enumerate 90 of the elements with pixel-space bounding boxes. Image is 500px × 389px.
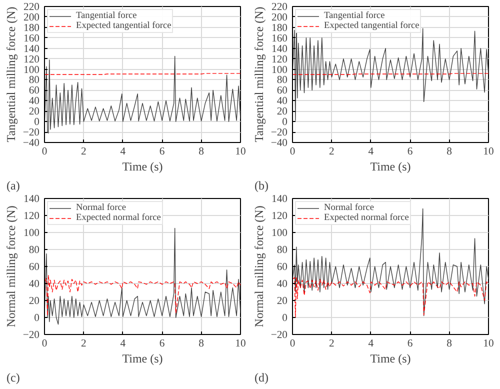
y-tick-label: 140 xyxy=(272,194,288,205)
y-tick-label: 120 xyxy=(24,211,40,222)
y-tick-label: 140 xyxy=(24,44,40,55)
y-tick-label: 0 xyxy=(282,313,288,324)
y-tick-label: 200 xyxy=(272,12,288,24)
x-tick-label: 8 xyxy=(446,146,452,158)
text: (a) xyxy=(6,178,20,192)
x-axis-title: Time (s) xyxy=(370,352,411,366)
y-tick-label: 40 xyxy=(276,96,288,108)
y-tick-label: 20 xyxy=(276,296,288,307)
y-tick-label: 20 xyxy=(28,296,40,307)
x-tick-label: 8 xyxy=(198,146,204,158)
x-tick-label: 8 xyxy=(198,338,204,350)
y-tick-label: 180 xyxy=(272,22,288,34)
y-tick-label: 220 xyxy=(24,2,40,13)
y-tick-label: 40 xyxy=(28,96,40,108)
y-tick-label: 60 xyxy=(276,262,288,273)
x-tick-label: 2 xyxy=(81,338,86,350)
y-tick-label: 100 xyxy=(24,228,40,239)
y-tick-label: 0 xyxy=(34,117,40,128)
text: (d) xyxy=(254,370,268,384)
y-tick-label: 80 xyxy=(276,75,288,86)
legend-label: Expected tangential force xyxy=(324,21,420,31)
y-tick-label: 60 xyxy=(28,86,40,97)
y-tick-label: −40 xyxy=(22,138,40,149)
y-tick-label: 140 xyxy=(272,44,288,55)
x-tick-label: 2 xyxy=(329,338,334,350)
y-tick-label: 100 xyxy=(24,64,40,76)
x-tick-label: 0 xyxy=(42,146,48,158)
x-tick-label: 0 xyxy=(290,338,296,350)
x-tick-label: 10 xyxy=(235,338,246,350)
y-tick-label: 80 xyxy=(28,75,40,86)
x-axis-title: Time (s) xyxy=(122,352,163,366)
x-axis-title: Time (s) xyxy=(122,160,163,174)
x-tick-label: 6 xyxy=(159,146,166,158)
y-tick-label: 140 xyxy=(24,194,40,205)
y-tick-label: −20 xyxy=(22,128,40,139)
y-tick-label: 0 xyxy=(34,313,40,324)
x-tick-label: 0 xyxy=(290,146,296,158)
y-tick-label: 20 xyxy=(28,106,40,118)
y-tick-label: 80 xyxy=(28,245,40,256)
legend-label: Normal force xyxy=(76,203,126,213)
y-tick-label: 180 xyxy=(24,22,40,34)
x-axis-title: Time (s) xyxy=(370,160,411,174)
x-tick-label: 10 xyxy=(235,146,246,158)
legend-label: Expected normal force xyxy=(324,213,409,223)
y-tick-label: 120 xyxy=(272,54,288,66)
y-axis-title: Tangential milling force (N) xyxy=(252,6,266,142)
y-tick-label: 60 xyxy=(276,86,288,97)
y-tick-label: −20 xyxy=(270,330,288,341)
y-tick-label: 200 xyxy=(24,12,40,24)
legend-label: Expected tangential force xyxy=(76,21,172,31)
y-tick-label: 40 xyxy=(28,279,40,290)
x-tick-label: 2 xyxy=(81,146,86,158)
y-tick-label: 80 xyxy=(276,245,288,256)
y-tick-label: 0 xyxy=(282,117,288,128)
y-tick-label: 160 xyxy=(272,33,288,44)
x-tick-label: 8 xyxy=(446,338,452,350)
legend-label: Normal force xyxy=(324,203,374,213)
x-tick-label: 4 xyxy=(120,338,126,350)
y-axis-title: Normal milling force (N) xyxy=(252,206,266,328)
y-tick-label: −20 xyxy=(22,330,40,341)
x-tick-label: 4 xyxy=(368,338,374,350)
legend-label: Expected normal force xyxy=(76,213,161,223)
x-tick-label: 6 xyxy=(159,338,166,350)
y-tick-label: −40 xyxy=(270,138,288,149)
y-tick-label: 120 xyxy=(272,211,288,222)
y-tick-label: 160 xyxy=(24,33,40,44)
y-tick-label: 60 xyxy=(28,262,40,273)
legend-label: Tangential force xyxy=(324,11,385,21)
y-axis-title: Tangential milling force (N) xyxy=(4,6,18,142)
y-tick-label: 100 xyxy=(272,64,288,76)
legend-label: Tangential force xyxy=(76,11,137,21)
text: (c) xyxy=(6,370,20,384)
x-tick-label: 0 xyxy=(42,338,48,350)
x-tick-label: 6 xyxy=(407,146,414,158)
x-tick-label: 10 xyxy=(483,146,494,158)
x-tick-label: 10 xyxy=(483,338,494,350)
x-tick-label: 2 xyxy=(329,146,334,158)
y-tick-label: 20 xyxy=(276,106,288,118)
x-tick-label: 4 xyxy=(368,146,374,158)
y-tick-label: −20 xyxy=(270,128,288,139)
y-tick-label: 120 xyxy=(24,54,40,66)
y-tick-label: 40 xyxy=(276,279,288,290)
y-tick-label: 100 xyxy=(272,228,288,239)
text: (b) xyxy=(254,178,268,192)
y-axis-title: Normal milling force (N) xyxy=(4,206,18,328)
x-tick-label: 4 xyxy=(120,146,126,158)
y-tick-label: 220 xyxy=(272,2,288,13)
x-tick-label: 6 xyxy=(407,338,414,350)
